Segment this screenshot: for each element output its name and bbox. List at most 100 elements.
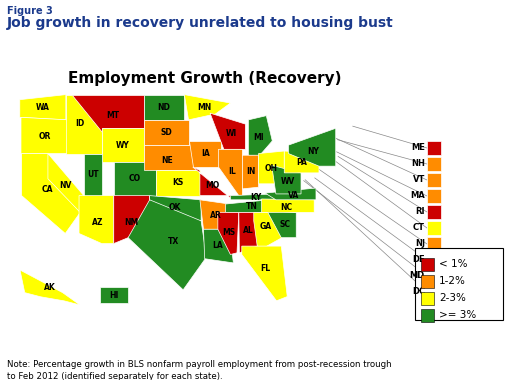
PathPatch shape [225, 199, 277, 212]
Bar [420, 258, 433, 271]
PathPatch shape [102, 128, 144, 162]
PathPatch shape [265, 188, 316, 200]
PathPatch shape [203, 229, 233, 263]
Text: CO: CO [128, 174, 140, 183]
Text: WA: WA [36, 103, 50, 112]
PathPatch shape [230, 194, 275, 200]
Text: MN: MN [197, 103, 211, 112]
Text: VT: VT [412, 176, 424, 185]
Bar [420, 274, 433, 288]
Text: HI: HI [109, 290, 119, 299]
Text: WI: WI [225, 130, 236, 138]
PathPatch shape [241, 246, 287, 301]
Text: CT: CT [412, 223, 424, 233]
Text: IA: IA [201, 149, 210, 158]
PathPatch shape [242, 155, 258, 189]
Text: DE: DE [412, 255, 424, 264]
Text: TN: TN [245, 203, 257, 211]
PathPatch shape [253, 212, 281, 251]
Text: LA: LA [212, 241, 222, 250]
PathPatch shape [83, 154, 102, 196]
Text: NE: NE [161, 156, 173, 165]
Text: ME: ME [410, 144, 424, 152]
Text: WV: WV [280, 177, 294, 186]
Text: OR: OR [39, 131, 51, 141]
PathPatch shape [217, 212, 238, 255]
Bar [426, 285, 440, 299]
Text: >= 3%: >= 3% [438, 310, 475, 320]
Bar [426, 141, 440, 155]
PathPatch shape [192, 167, 235, 200]
Text: KS: KS [172, 179, 183, 187]
Text: Figure 3: Figure 3 [7, 6, 52, 16]
Text: Employment Growth (Recovery): Employment Growth (Recovery) [68, 71, 341, 86]
Text: AK: AK [44, 283, 56, 293]
Text: IL: IL [228, 167, 236, 176]
PathPatch shape [72, 95, 144, 133]
PathPatch shape [218, 149, 242, 196]
PathPatch shape [21, 154, 80, 233]
Text: Job growth in recovery unrelated to housing bust: Job growth in recovery unrelated to hous… [7, 16, 393, 30]
Text: SC: SC [279, 220, 290, 229]
Bar [426, 189, 440, 203]
PathPatch shape [144, 95, 184, 120]
Text: ID: ID [75, 119, 84, 128]
Text: GA: GA [259, 222, 271, 231]
Text: NH: NH [410, 160, 424, 168]
Bar [420, 291, 433, 304]
PathPatch shape [128, 200, 206, 290]
PathPatch shape [66, 95, 102, 154]
Text: AR: AR [209, 211, 221, 220]
PathPatch shape [248, 116, 272, 156]
Bar [426, 205, 440, 219]
Text: IN: IN [245, 167, 254, 176]
Bar [420, 309, 433, 321]
Bar [100, 287, 128, 303]
Text: TX: TX [168, 236, 179, 245]
PathPatch shape [20, 270, 80, 305]
PathPatch shape [200, 200, 229, 229]
PathPatch shape [21, 117, 69, 154]
Text: MI: MI [253, 133, 264, 142]
PathPatch shape [184, 95, 230, 120]
Text: PA: PA [296, 158, 306, 167]
Bar [414, 248, 502, 320]
Text: CA: CA [42, 185, 53, 194]
PathPatch shape [48, 154, 83, 212]
PathPatch shape [258, 151, 284, 184]
Text: NV: NV [59, 180, 71, 190]
PathPatch shape [114, 162, 155, 196]
PathPatch shape [20, 95, 66, 120]
Text: UT: UT [87, 170, 98, 179]
Text: NM: NM [124, 217, 138, 226]
Text: KY: KY [249, 193, 261, 202]
Text: MO: MO [205, 181, 219, 190]
PathPatch shape [271, 165, 300, 194]
Bar [426, 237, 440, 251]
Text: 2-3%: 2-3% [438, 293, 465, 303]
PathPatch shape [288, 128, 335, 166]
Text: 1-2%: 1-2% [438, 276, 465, 286]
PathPatch shape [79, 196, 114, 244]
PathPatch shape [188, 141, 221, 167]
Text: DC: DC [411, 288, 424, 296]
Text: < 1%: < 1% [438, 259, 467, 269]
PathPatch shape [114, 196, 149, 244]
Text: AL: AL [242, 226, 253, 236]
Text: NJ: NJ [414, 239, 424, 249]
Text: NC: NC [279, 203, 292, 212]
Text: RI: RI [415, 207, 424, 217]
Text: NY: NY [307, 147, 319, 156]
PathPatch shape [261, 199, 314, 212]
PathPatch shape [210, 113, 245, 149]
Text: FL: FL [260, 264, 270, 273]
Bar [426, 173, 440, 187]
Bar [426, 221, 440, 235]
Text: OK: OK [168, 203, 181, 212]
Text: MD: MD [409, 271, 424, 280]
Text: ND: ND [157, 103, 170, 112]
Text: Note: Percentage growth in BLS nonfarm payroll employment from post-recession tr: Note: Percentage growth in BLS nonfarm p… [7, 360, 391, 380]
Text: OH: OH [264, 163, 277, 173]
PathPatch shape [149, 196, 201, 221]
PathPatch shape [284, 151, 318, 173]
